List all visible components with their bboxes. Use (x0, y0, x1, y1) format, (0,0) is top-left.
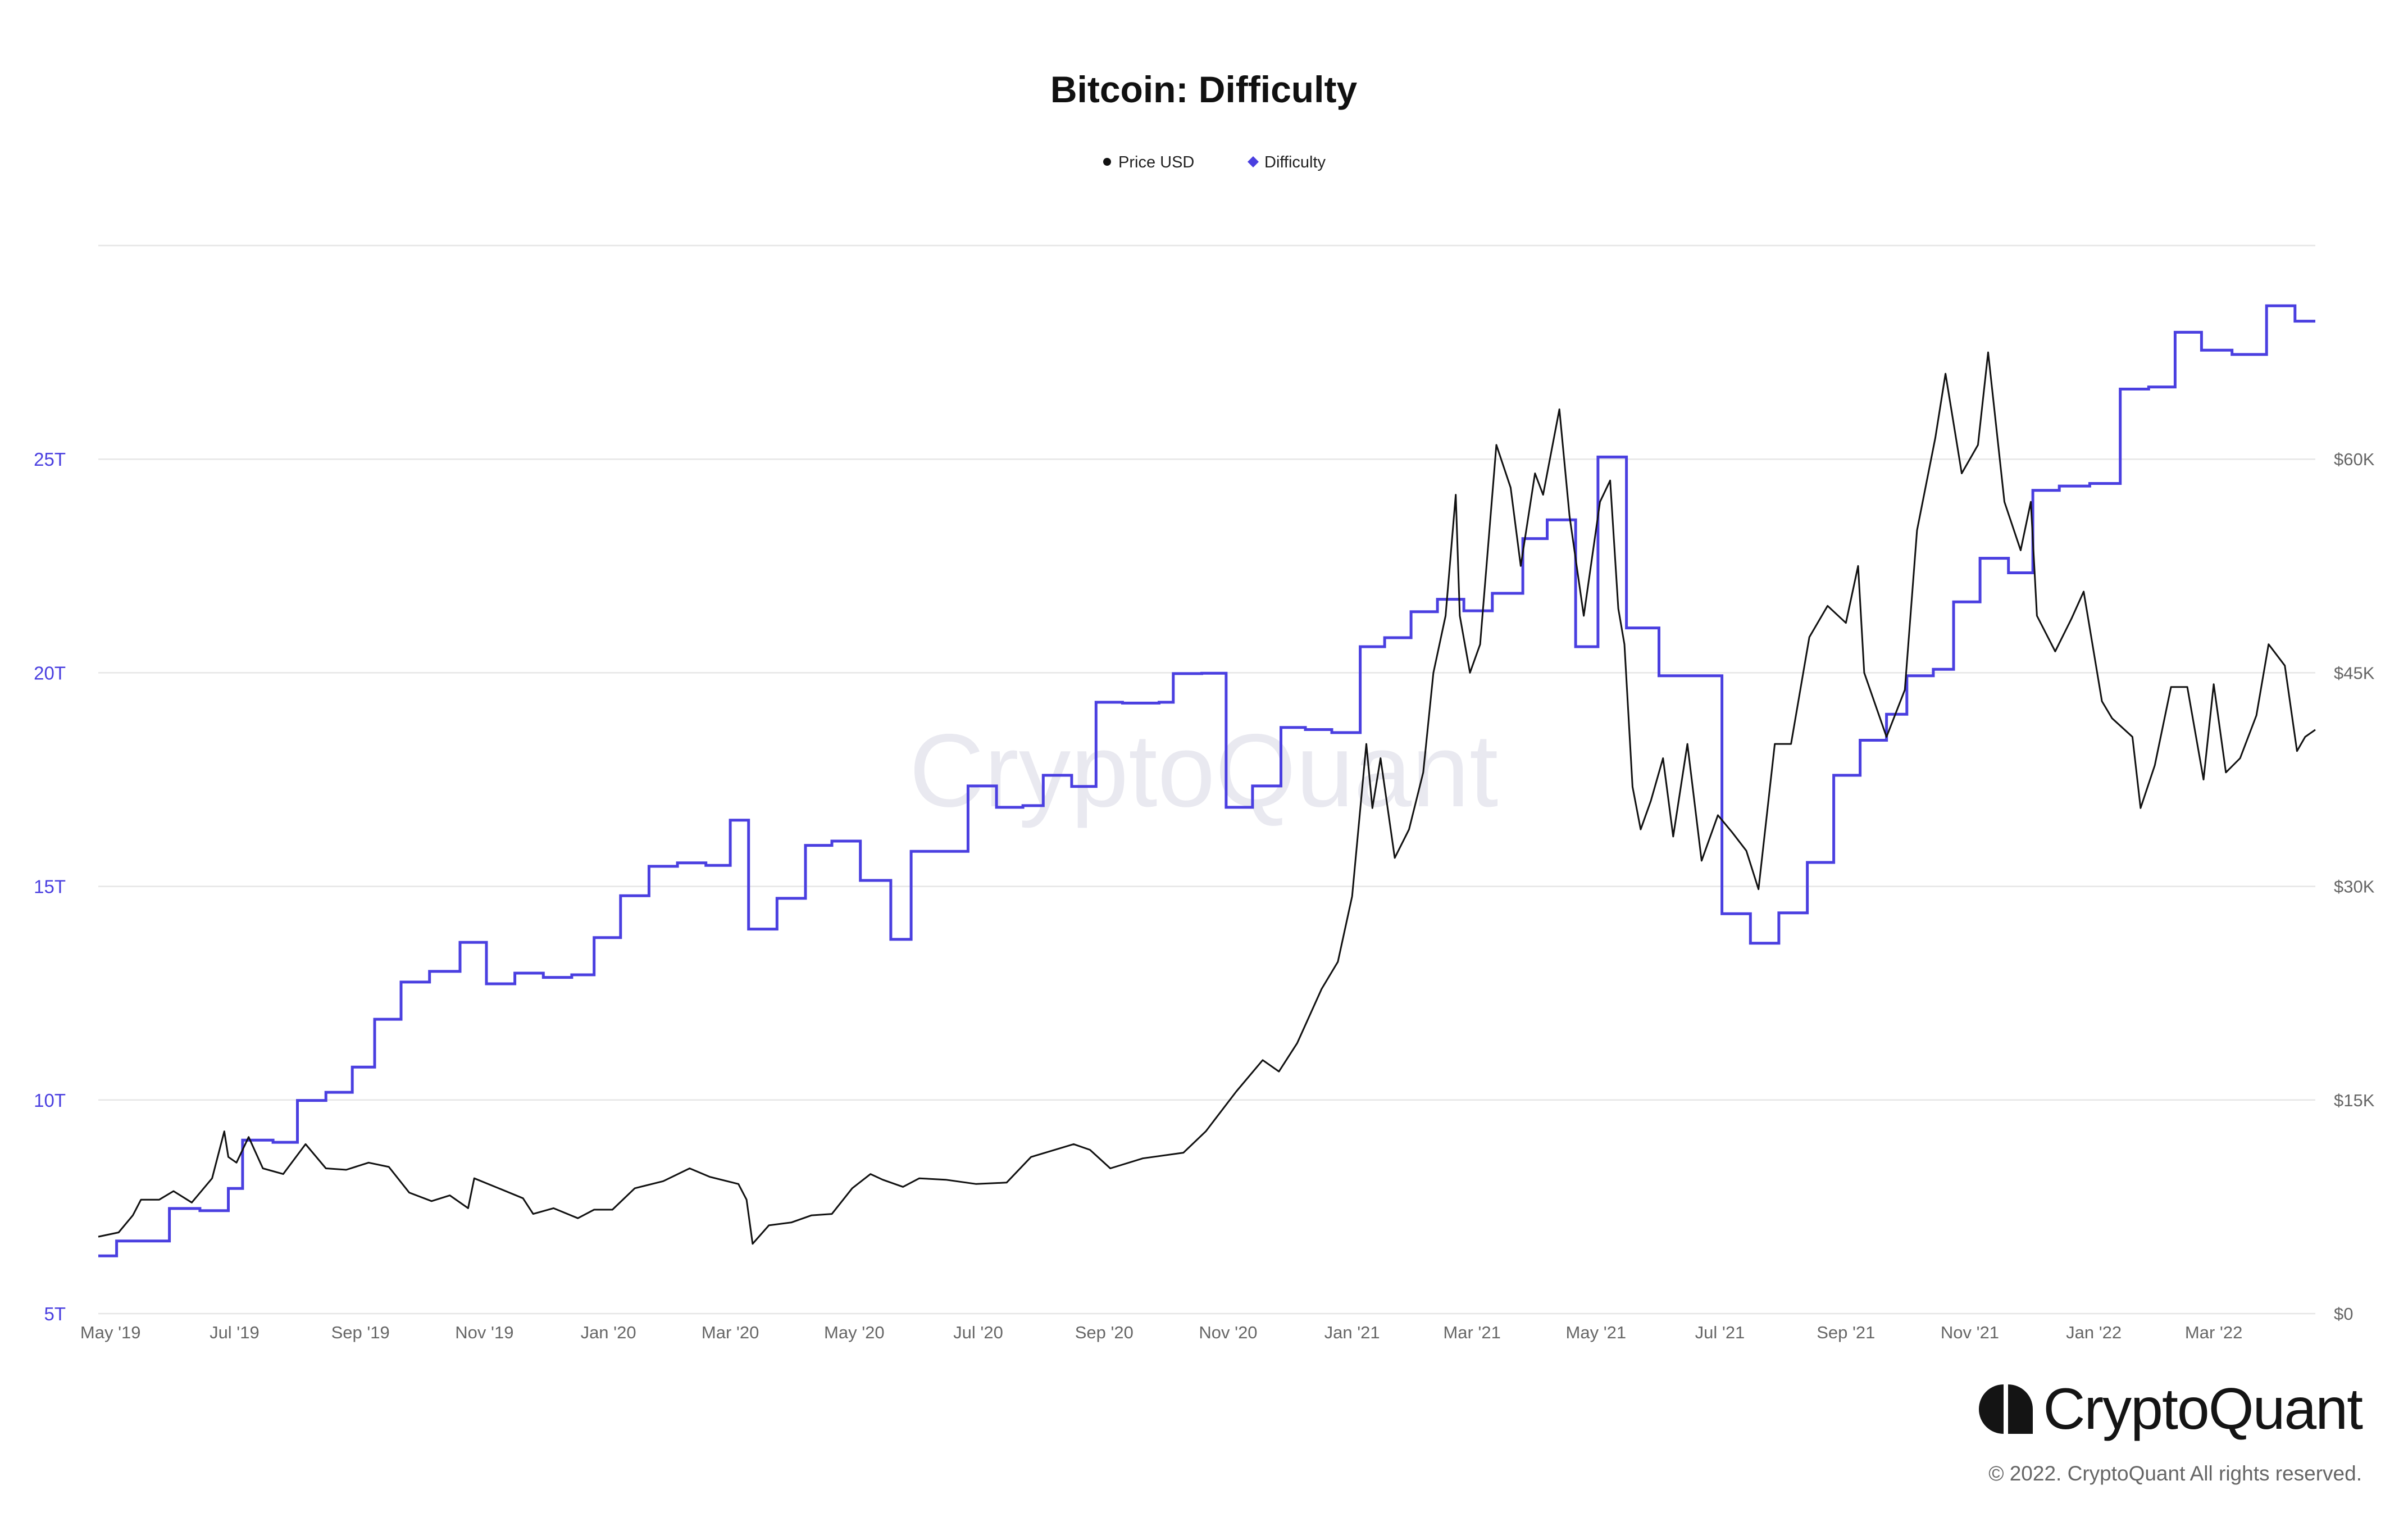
right-axis: $0 $15K $30K $45K $60K (2334, 449, 2375, 1324)
x-tick-label: Nov '20 (1199, 1323, 1257, 1342)
legend-item-difficulty[interactable]: Difficulty (1248, 153, 1326, 171)
copyright-notice: © 2022. CryptoQuant All rights reserved. (1988, 1462, 2362, 1485)
y-right-tick-label: $60K (2334, 449, 2375, 469)
x-tick-label: Sep '19 (331, 1323, 390, 1342)
x-tick-label: Mar '20 (702, 1323, 759, 1342)
x-tick-label: Jul '20 (953, 1323, 1003, 1342)
y-left-tick-label: 10T (34, 1090, 66, 1111)
y-left-tick-label: 15T (34, 876, 66, 897)
x-tick-label: Nov '21 (1941, 1323, 1999, 1342)
x-tick-label: May '19 (80, 1323, 141, 1342)
legend-item-price[interactable]: Price USD (1103, 153, 1194, 171)
difficulty-series-line (98, 304, 2315, 1257)
y-left-tick-label: 25T (34, 449, 66, 470)
cryptoquant-logo-icon (1969, 1381, 2035, 1437)
legend-difficulty-marker (1248, 156, 1259, 167)
x-tick-label: Sep '21 (1817, 1323, 1875, 1342)
x-tick-label: Sep '20 (1075, 1323, 1134, 1342)
legend-difficulty-label: Difficulty (1264, 153, 1326, 171)
x-tick-label: Nov '19 (455, 1323, 513, 1342)
y-right-tick-label: $15K (2334, 1091, 2375, 1110)
y-right-tick-label: $45K (2334, 663, 2375, 683)
x-tick-label: Jan '22 (2066, 1323, 2122, 1342)
x-tick-label: May '20 (824, 1323, 885, 1342)
x-tick-label: Jan '21 (1324, 1323, 1380, 1342)
x-tick-label: Mar '21 (1443, 1323, 1500, 1342)
logo-text: CryptoQuant (2043, 1377, 2363, 1442)
cryptoquant-logo: CryptoQuant (1969, 1377, 2363, 1442)
y-left-tick-label: 5T (44, 1303, 66, 1324)
legend-price-label: Price USD (1118, 153, 1194, 171)
left-axis: 5T 10T 15T 20T 25T (34, 449, 66, 1324)
y-right-tick-label: $30K (2334, 877, 2375, 897)
x-tick-label: Jan '20 (581, 1323, 636, 1342)
x-tick-label: Jul '21 (1695, 1323, 1745, 1342)
legend: Price USD Difficulty (1103, 153, 1326, 171)
legend-price-marker (1103, 158, 1111, 166)
x-axis: May '19 Jul '19 Sep '19 Nov '19 Jan '20 Mar '… (80, 1323, 2242, 1342)
watermark: CryptoQuant (909, 713, 1499, 829)
chart-title: Bitcoin: Difficulty (1050, 69, 1358, 110)
x-tick-label: Jul '19 (210, 1323, 260, 1342)
x-tick-label: May '21 (1566, 1323, 1627, 1342)
y-right-tick-label: $0 (2334, 1304, 2353, 1324)
x-tick-label: Mar '22 (2185, 1323, 2242, 1342)
y-left-tick-label: 20T (34, 662, 66, 683)
price-series-line (98, 351, 2316, 1245)
